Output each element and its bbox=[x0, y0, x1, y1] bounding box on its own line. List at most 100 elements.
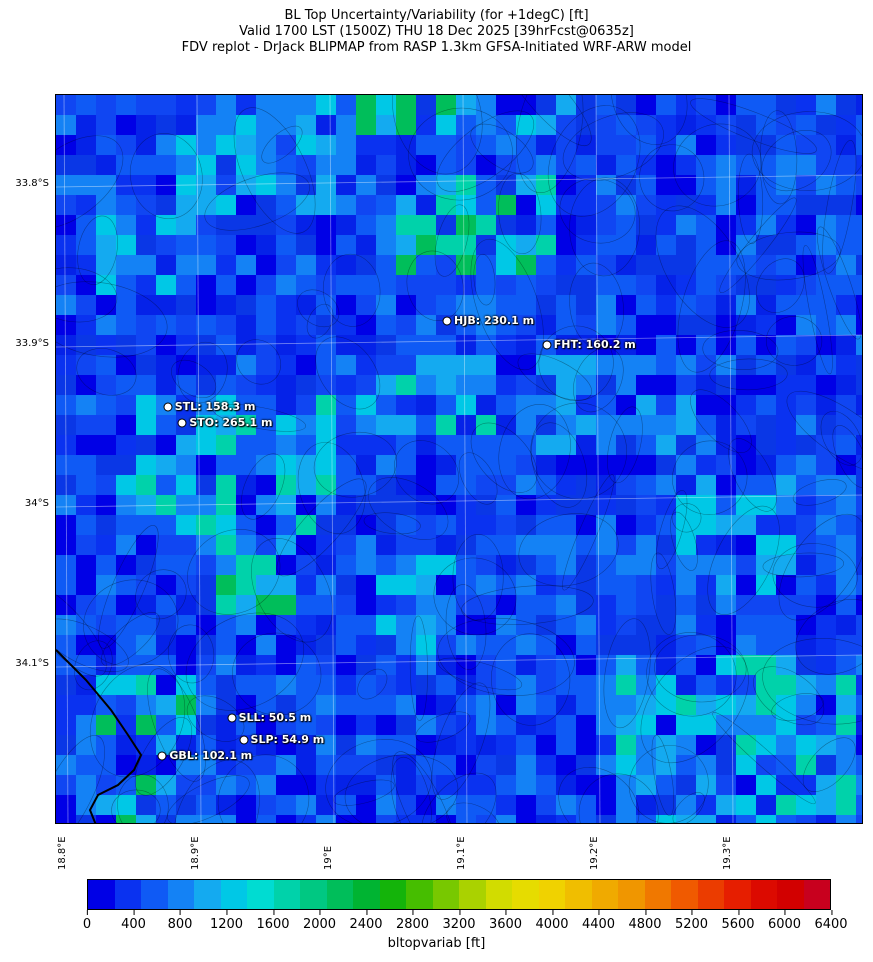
site-marker[interactable] bbox=[157, 751, 167, 761]
field-cell bbox=[756, 535, 776, 555]
field-cell bbox=[356, 395, 376, 415]
field-cell bbox=[376, 575, 396, 595]
terrain-contour bbox=[569, 177, 640, 277]
field-cell bbox=[216, 555, 236, 575]
field-cell bbox=[76, 695, 96, 715]
field-cell bbox=[536, 95, 556, 115]
terrain-contour bbox=[461, 585, 594, 625]
field-map bbox=[56, 95, 862, 823]
field-cell bbox=[436, 735, 456, 755]
field-cell bbox=[536, 675, 556, 695]
site-marker[interactable] bbox=[542, 340, 552, 350]
field-cell bbox=[676, 555, 696, 575]
field-cell bbox=[816, 495, 836, 515]
site-marker[interactable] bbox=[442, 316, 452, 326]
field-cell bbox=[616, 695, 636, 715]
field-cell bbox=[336, 295, 356, 315]
field-cell bbox=[336, 715, 356, 735]
site-marker[interactable] bbox=[163, 402, 173, 412]
lat-tick-label: 34.1°S bbox=[15, 658, 49, 669]
field-cell bbox=[696, 355, 716, 375]
field-cell bbox=[256, 475, 276, 495]
field-cell bbox=[396, 115, 416, 135]
field-cell bbox=[156, 675, 176, 695]
field-cell bbox=[576, 395, 596, 415]
field-cell bbox=[596, 235, 616, 255]
field-cell bbox=[436, 435, 456, 455]
field-cell bbox=[516, 275, 536, 295]
field-cell bbox=[76, 535, 96, 555]
field-cell bbox=[316, 735, 336, 755]
terrain-contour bbox=[436, 110, 535, 192]
field-cell bbox=[676, 675, 696, 695]
field-cell bbox=[516, 355, 536, 375]
field-cell bbox=[176, 815, 196, 823]
field-cell bbox=[776, 315, 796, 335]
field-cell bbox=[576, 175, 596, 195]
field-cell bbox=[216, 155, 236, 175]
field-cell bbox=[536, 475, 556, 495]
site-marker[interactable] bbox=[239, 735, 249, 745]
field-cell bbox=[236, 635, 256, 655]
terrain-contour bbox=[538, 325, 614, 401]
field-cell bbox=[76, 775, 96, 795]
field-cell bbox=[496, 735, 516, 755]
field-cell bbox=[276, 475, 296, 495]
field-cell bbox=[796, 135, 816, 155]
field-cell bbox=[816, 315, 836, 335]
site-marker[interactable] bbox=[177, 418, 187, 428]
colorbar-segment bbox=[194, 880, 221, 909]
field-cell bbox=[296, 795, 316, 815]
field-cell bbox=[656, 595, 676, 615]
field-cell bbox=[556, 415, 576, 435]
field-cell bbox=[476, 175, 496, 195]
field-cell bbox=[536, 655, 556, 675]
field-cell bbox=[616, 355, 636, 375]
field-cell bbox=[56, 495, 76, 515]
field-cell bbox=[76, 575, 96, 595]
site-marker[interactable] bbox=[227, 713, 237, 723]
map-area[interactable]: HJB: 230.1 m FHT: 160.2 m STL: 158.3 m STO:… bbox=[55, 94, 863, 824]
field-cell bbox=[816, 435, 836, 455]
field-cell bbox=[816, 515, 836, 535]
field-cell bbox=[476, 155, 496, 175]
field-cell bbox=[476, 95, 496, 115]
terrain-contour bbox=[325, 739, 433, 823]
terrain-contour bbox=[437, 617, 575, 696]
field-cell bbox=[316, 355, 336, 375]
field-cell bbox=[396, 735, 416, 755]
field-cell bbox=[816, 795, 836, 815]
field-cell bbox=[116, 315, 136, 335]
field-cell bbox=[676, 315, 696, 335]
field-cell bbox=[196, 655, 216, 675]
field-cell bbox=[596, 415, 616, 435]
field-cell bbox=[376, 775, 396, 795]
field-cell bbox=[676, 335, 696, 355]
field-cell bbox=[256, 575, 276, 595]
field-cell bbox=[556, 195, 576, 215]
field-cell bbox=[736, 435, 756, 455]
field-cell bbox=[336, 175, 356, 195]
field-cell bbox=[836, 155, 856, 175]
field-cell bbox=[536, 455, 556, 475]
field-cell bbox=[576, 775, 596, 795]
colorbar-segment bbox=[618, 880, 645, 909]
field-cell bbox=[576, 415, 596, 435]
colorbar-segment bbox=[273, 880, 300, 909]
field-cell bbox=[776, 155, 796, 175]
field-cell bbox=[476, 435, 496, 455]
field-cell bbox=[856, 415, 862, 435]
field-cell bbox=[396, 175, 416, 195]
field-cell bbox=[496, 175, 516, 195]
field-cell bbox=[116, 735, 136, 755]
field-cell bbox=[336, 195, 356, 215]
field-cell bbox=[116, 495, 136, 515]
field-cell bbox=[676, 295, 696, 315]
field-cell bbox=[776, 415, 796, 435]
field-cell bbox=[476, 535, 496, 555]
field-cell bbox=[476, 315, 496, 335]
field-cell bbox=[236, 615, 256, 635]
terrain-contour bbox=[167, 775, 250, 823]
field-cell bbox=[856, 295, 862, 315]
field-cell bbox=[536, 195, 556, 215]
